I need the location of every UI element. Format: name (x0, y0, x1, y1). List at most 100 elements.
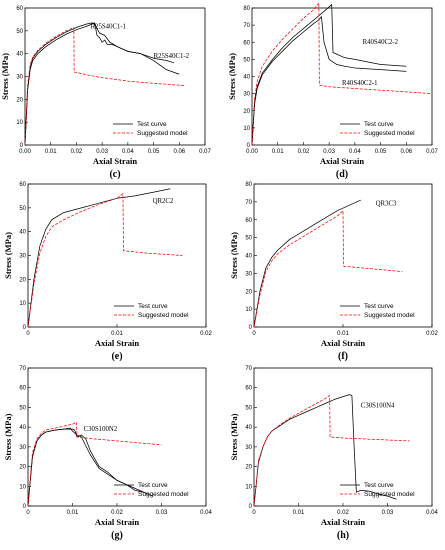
x-tick-label: 0.03 (156, 510, 168, 516)
test-curve-line (253, 394, 397, 507)
plot-frame (27, 183, 207, 328)
x-tick-label: 0.07 (199, 149, 211, 155)
chart-panel-2: 0.00 0.01 0.02 0.03 0.04 0.05 0.06 0.07 0 10 20 30 4… (227, 2, 438, 180)
y-tick-label: 30 (243, 92, 250, 98)
x-tick-label: 0 (26, 510, 30, 516)
y-tick-label: 60 (243, 40, 250, 46)
y-axis-title: Stress (MPa) (3, 413, 13, 460)
y-tick-label: 20 (19, 465, 26, 471)
y-tick-label: 50 (16, 29, 23, 35)
suggested-model-line (251, 2, 433, 146)
y-tick-label: 10 (19, 301, 26, 307)
x-tick-label: 0.03 (96, 149, 108, 155)
y-tick-label: 30 (245, 271, 252, 277)
legend-label: Suggested model (364, 130, 415, 137)
y-tick-label: 10 (245, 307, 252, 313)
y-tick-label: 60 (19, 182, 26, 188)
y-tick-label: 80 (243, 6, 250, 12)
specimen-label: R25S40C1-2 (154, 53, 190, 60)
x-axis-title: Axial Strain (95, 517, 139, 527)
suggested-model-line (27, 193, 183, 328)
x-tick-label: 0.00 (246, 149, 258, 155)
x-tick-label: 0.01 (67, 510, 79, 516)
y-tick-label: 60 (19, 386, 26, 392)
plot-frame (253, 183, 433, 328)
x-tick-label: 0.01 (272, 149, 284, 155)
x-tick-label: 0.06 (173, 149, 185, 155)
y-tick-label: 20 (245, 465, 252, 471)
y-tick-label: 70 (243, 23, 250, 29)
test-curve-line (27, 428, 149, 507)
legend-label: Test curve (364, 482, 394, 489)
y-tick-label: 50 (243, 57, 250, 63)
y-tick-label: 40 (16, 52, 23, 58)
y-tick-label: 40 (245, 425, 252, 431)
legend-label: Test curve (364, 303, 394, 310)
test-curve-line (253, 199, 361, 328)
x-tick-label: 0.00 (19, 149, 31, 155)
y-tick-label: 10 (16, 120, 23, 126)
panel-label: (h) (337, 530, 349, 541)
legend-label: Suggested model (364, 491, 415, 498)
y-tick-label: 50 (245, 405, 252, 411)
chart-panel-5: 0 0.01 0.02 0.03 0.04 0 10 20 30 40 50 60 70 Axial St… (3, 366, 212, 541)
x-tick-label: 0 (26, 331, 30, 337)
specimen-label: R25S40C1-1 (91, 24, 127, 31)
panel-label: (e) (111, 351, 122, 362)
y-tick-label: 50 (19, 206, 26, 212)
specimen-label: C30S100N2 (84, 426, 118, 433)
specimen-label: C30S100N4 (361, 402, 395, 409)
legend-label: Test curve (137, 121, 167, 128)
suggested-model-line (27, 421, 162, 507)
y-tick-label: 10 (245, 484, 252, 490)
specimen-label: QR2C2 (153, 198, 174, 205)
test-curve-line (251, 16, 407, 146)
x-tick-label: 0.02 (71, 149, 83, 155)
x-axis-title: Axial Strain (320, 156, 364, 166)
x-tick-label: 0.01 (293, 510, 305, 516)
x-tick-label: 0.03 (382, 510, 394, 516)
panel-label: (c) (109, 169, 120, 180)
legend-label: Test curve (138, 482, 168, 489)
x-tick-label: 0.02 (200, 331, 212, 337)
x-tick-label: 0.07 (426, 149, 438, 155)
x-tick-label: 0.03 (323, 149, 335, 155)
x-tick-label: 0.02 (337, 510, 349, 516)
x-tick-label: 0.01 (45, 149, 57, 155)
chart-panel-4: 0 0.01 0.02 0 10 20 30 40 50 60 70 80 Axial Strain St… (229, 182, 438, 362)
y-axis-title: Stress (MPa) (229, 413, 239, 460)
y-tick-label: 0 (20, 143, 24, 149)
specimen-label: QR3C3 (376, 200, 397, 207)
x-tick-label: 0 (252, 331, 256, 337)
test-curve-line (251, 4, 407, 146)
y-tick-label: 50 (19, 405, 26, 411)
x-tick-label: 0.02 (111, 510, 123, 516)
x-tick-label: 0.02 (298, 149, 310, 155)
legend-label: Suggested model (364, 312, 415, 319)
test-curve-line (24, 22, 180, 146)
specimen-label: R40S40C2-1 (342, 80, 378, 87)
panel-label: (g) (111, 530, 123, 541)
legend-label: Test curve (138, 303, 168, 310)
y-axis-title: Stress (MPa) (227, 53, 237, 100)
y-tick-label: 0 (249, 325, 253, 331)
y-tick-label: 0 (23, 504, 27, 510)
y-tick-label: 70 (245, 366, 252, 372)
x-axis-title: Axial Strain (321, 517, 365, 527)
suggested-model-line (253, 395, 410, 507)
legend-label: Suggested model (137, 130, 188, 137)
y-tick-label: 30 (19, 254, 26, 260)
y-tick-label: 20 (19, 277, 26, 283)
x-tick-label: 0 (252, 510, 256, 516)
y-tick-label: 40 (245, 254, 252, 260)
y-tick-label: 40 (19, 230, 26, 236)
y-axis-title: Stress (MPa) (3, 232, 13, 279)
y-axis-title: Stress (MPa) (0, 53, 10, 100)
y-tick-label: 30 (19, 445, 26, 451)
y-tick-label: 0 (23, 325, 27, 331)
legend-label: Suggested model (138, 491, 189, 498)
suggested-model-line (24, 27, 185, 146)
y-tick-label: 0 (249, 504, 253, 510)
y-tick-label: 40 (19, 425, 26, 431)
